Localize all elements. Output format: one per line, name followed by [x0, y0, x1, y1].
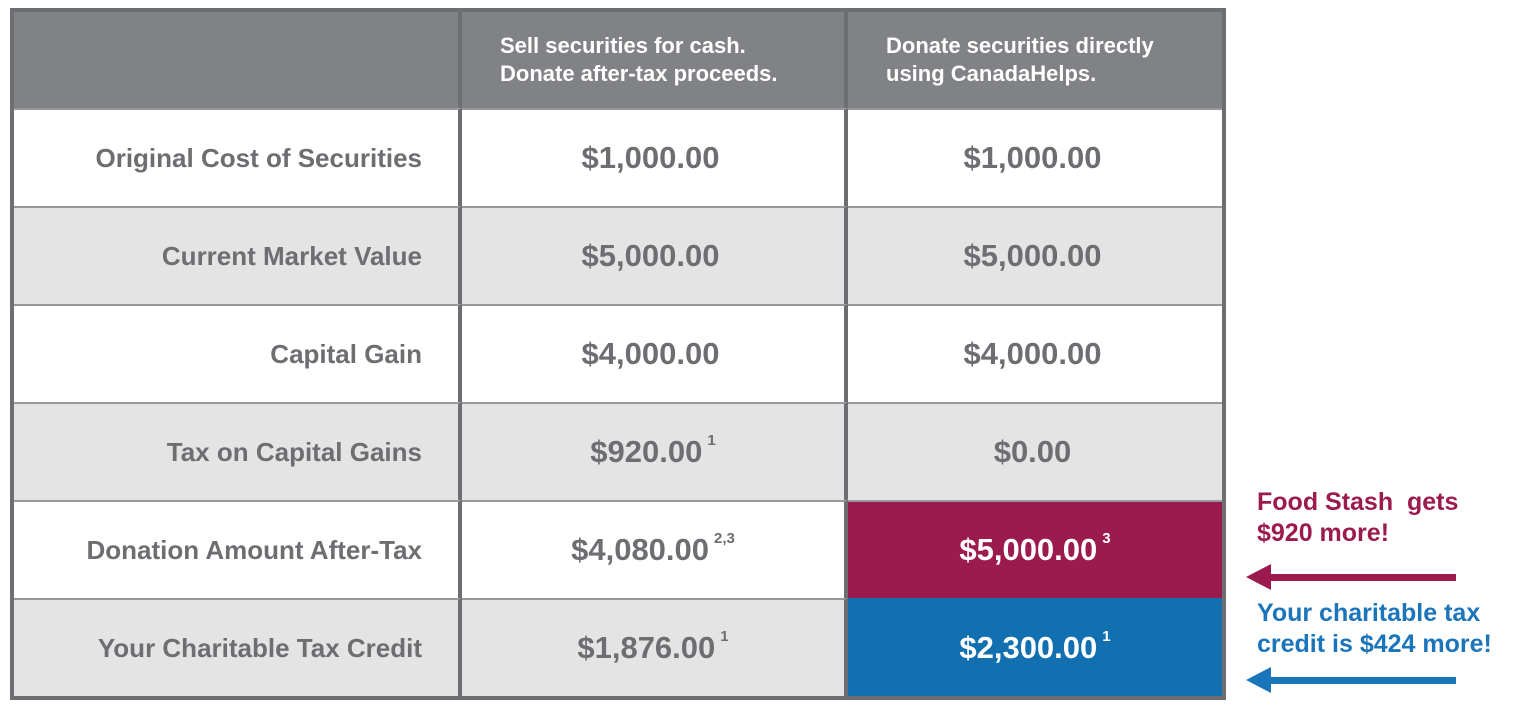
amount: $920.00 — [590, 434, 703, 469]
arrow-shaft — [1271, 676, 1456, 684]
sell-value-market-value: $5,000.00 — [462, 206, 848, 304]
table-corner-cell — [14, 12, 462, 108]
column-header-donate-directly: Donate securities directly using CanadaH… — [848, 12, 1222, 108]
footnote-marker: 1 — [720, 627, 729, 645]
annotation-credit-is-more: Your charitable tax credit is $424 more! — [1257, 599, 1492, 658]
arrow-shaft — [1271, 573, 1456, 581]
donate-value-tax-on-gains: $0.00 — [848, 402, 1222, 500]
annotation-charity-gets-more: Food Stash gets $920 more! — [1257, 488, 1459, 547]
footnote-marker: 2,3 — [714, 529, 735, 547]
amount: $4,000.00 — [581, 336, 720, 371]
amount: $5,000.00 — [959, 532, 1098, 567]
amount: $0.00 — [993, 434, 1072, 469]
amount: $2,300.00 — [959, 630, 1098, 665]
row-label-market-value: Current Market Value — [14, 206, 462, 304]
row-label-tax-credit: Your Charitable Tax Credit — [14, 598, 462, 696]
amount: $1,876.00 — [577, 630, 716, 665]
amount: $4,000.00 — [963, 336, 1102, 371]
sell-value-original-cost: $1,000.00 — [462, 108, 848, 206]
row-label-tax-on-gains: Tax on Capital Gains — [14, 402, 462, 500]
row-label-capital-gain: Capital Gain — [14, 304, 462, 402]
column-header-sell-for-cash: Sell securities for cash. Donate after-t… — [462, 12, 848, 108]
donate-value-capital-gain: $4,000.00 — [848, 304, 1222, 402]
amount: $1,000.00 — [581, 140, 720, 175]
row-label-donation-after-tax: Donation Amount After-Tax — [14, 500, 462, 598]
sell-value-tax-credit: $1,876.00 1 — [462, 598, 848, 696]
sell-value-donation-after-tax: $4,080.00 2,3 — [462, 500, 848, 598]
arrowhead — [1246, 667, 1271, 693]
sell-value-capital-gain: $4,000.00 — [462, 304, 848, 402]
left-arrow-icon — [1246, 564, 1456, 590]
footnote-marker: 1 — [1102, 627, 1111, 645]
footnote-marker: 3 — [1102, 529, 1111, 547]
arrowhead — [1246, 564, 1271, 590]
amount: $5,000.00 — [581, 238, 720, 273]
amount: $5,000.00 — [963, 238, 1102, 273]
securities-donation-comparison-table: Sell securities for cash. Donate after-t… — [10, 8, 1226, 700]
sell-value-tax-on-gains: $920.00 1 — [462, 402, 848, 500]
left-arrow-icon — [1246, 667, 1456, 693]
donate-value-tax-credit-highlighted: $2,300.00 1 — [848, 598, 1222, 696]
donate-value-original-cost: $1,000.00 — [848, 108, 1222, 206]
donate-value-market-value: $5,000.00 — [848, 206, 1222, 304]
row-label-original-cost: Original Cost of Securities — [14, 108, 462, 206]
footnote-marker: 1 — [707, 431, 716, 449]
amount: $1,000.00 — [963, 140, 1102, 175]
donate-value-donation-after-tax-highlighted: $5,000.00 3 — [848, 500, 1222, 598]
amount: $4,080.00 — [571, 532, 710, 567]
